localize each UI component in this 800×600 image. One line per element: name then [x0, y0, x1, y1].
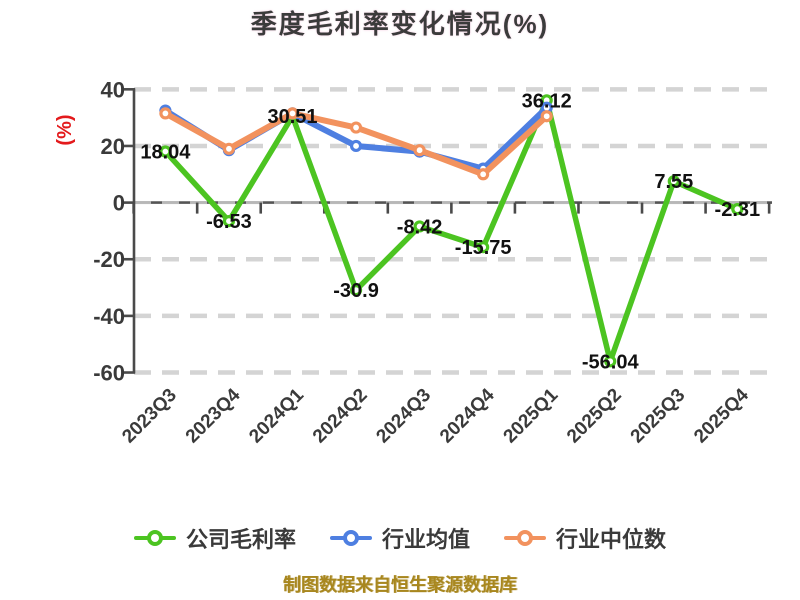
point-labels-company-gross-margin: 18.04 -6.53 30.51 -30.9 -8.42 -15.75 36.12 -56.…	[140, 90, 760, 373]
series-industry-median	[159, 107, 553, 181]
data-point-label: 30.51	[267, 106, 317, 128]
x-tick-label: 2024Q1	[245, 384, 308, 447]
y-axis-unit-label: (%)	[54, 114, 76, 145]
data-point-label: -8.42	[397, 216, 443, 238]
data-point-label: 18.04	[140, 142, 191, 164]
chart-title: 季度毛利率变化情况(%)	[250, 9, 550, 39]
x-tick-label: 2025Q1	[500, 384, 563, 447]
axes	[123, 88, 771, 374]
data-point-label: -6.53	[206, 211, 252, 233]
data-point-label: -56.04	[582, 351, 640, 373]
x-tick-label: 2025Q2	[563, 385, 626, 448]
legend-label-industry-median: 行业中位数	[556, 527, 667, 552]
data-point-label: -2.31	[715, 199, 761, 221]
y-tick-label: -60	[93, 361, 125, 386]
y-tick-label: 20	[101, 134, 125, 159]
y-tick-label: 0	[113, 191, 125, 216]
data-point-industry-mean	[349, 139, 363, 153]
y-tick-label: -20	[93, 247, 125, 272]
data-point-industry-median	[222, 142, 236, 155]
legend-item-industry-median[interactable]: 行业中位数	[504, 522, 666, 554]
x-tick-label: 2024Q3	[372, 385, 435, 448]
data-point-company-gross-margin	[604, 355, 617, 368]
footer-source-note: 制图数据来自恒生聚源数据库	[283, 575, 517, 595]
data-point-label: -30.9	[333, 280, 379, 302]
data-point-company-gross-margin	[159, 145, 172, 158]
legend-label-industry-mean: 行业均值	[381, 527, 470, 552]
legend: 公司毛利率 行业均值 行业中位数	[0, 522, 800, 554]
data-point-industry-median	[540, 110, 553, 123]
legend-marker-industry-median-icon	[504, 530, 546, 546]
data-point-label: 7.55	[654, 171, 693, 193]
y-tick-label: -40	[93, 304, 125, 329]
series-company-gross-margin	[159, 94, 744, 368]
data-point-company-gross-margin	[667, 175, 680, 188]
legend-item-industry-mean[interactable]: 行业均值	[329, 522, 470, 554]
x-tick-label: 2025Q3	[627, 385, 690, 448]
data-point-industry-median	[349, 121, 363, 134]
data-point-label: -15.75	[455, 237, 512, 259]
legend-label-company-gross-margin: 公司毛利率	[185, 527, 296, 552]
legend-marker-company-gross-margin-icon	[133, 530, 176, 546]
y-tick-label: 40	[101, 77, 125, 102]
y-axis-tick-labels: 40 20 0 -20 -40 -60	[93, 77, 125, 385]
x-axis-tick-labels: 2023Q3 2023Q4 2024Q1 2024Q2 2024Q3 2024Q4 2025…	[118, 384, 753, 447]
data-point-company-gross-margin	[413, 220, 426, 233]
x-tick-label: 2025Q4	[690, 384, 753, 447]
x-tick-label: 2024Q4	[436, 384, 499, 447]
legend-marker-industry-mean-icon	[329, 530, 372, 546]
legend-item-company-gross-margin[interactable]: 公司毛利率	[133, 522, 296, 554]
data-point-industry-median	[159, 107, 172, 120]
data-point-industry-median	[413, 144, 426, 157]
x-tick-label: 2024Q2	[309, 385, 372, 448]
data-point-industry-median	[477, 168, 490, 181]
x-tick-label: 2023Q4	[182, 384, 245, 447]
data-point-company-gross-margin	[349, 284, 363, 297]
data-point-company-gross-margin	[477, 241, 490, 254]
x-tick-label: 2023Q3	[118, 385, 181, 448]
data-point-company-gross-margin	[731, 203, 744, 216]
data-point-company-gross-margin	[222, 214, 236, 228]
data-point-industry-median	[286, 107, 299, 120]
data-point-label: 36.12	[522, 90, 572, 112]
